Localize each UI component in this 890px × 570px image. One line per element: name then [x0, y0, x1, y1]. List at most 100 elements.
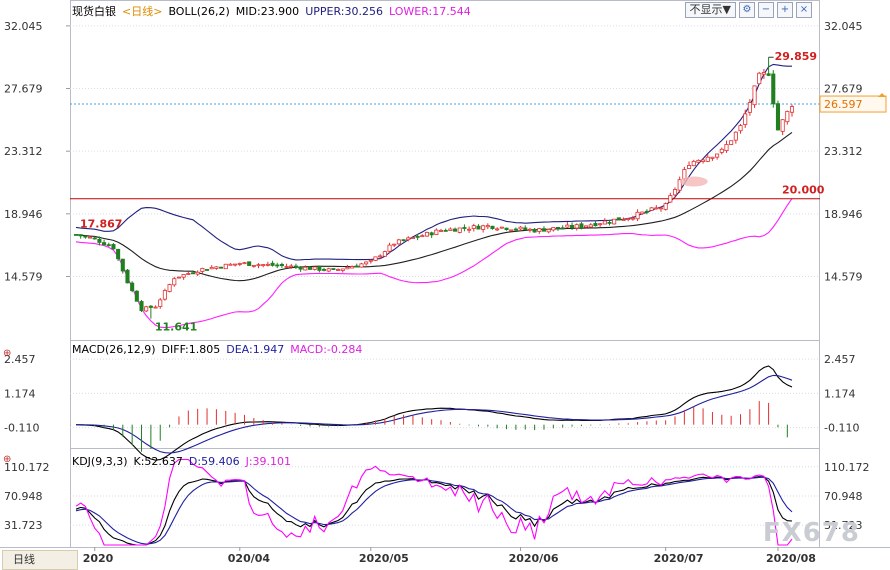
candle-body	[312, 266, 317, 270]
level-label: 20.000	[782, 184, 825, 197]
main-ytick-left: 18.946	[4, 208, 43, 221]
kdj-ytick-left: 70.948	[4, 490, 43, 503]
candle-body	[326, 268, 331, 272]
candle-body	[485, 225, 490, 228]
candle-body	[654, 207, 659, 210]
candle-body	[396, 239, 401, 245]
candle-body	[434, 229, 439, 235]
xtick-label: 2020	[83, 552, 114, 565]
start-label: 17.867	[80, 217, 122, 230]
boll-upper: UPPER:30.256	[305, 5, 383, 18]
main-ytick-right: 32.045	[824, 20, 863, 33]
macd-ytick-left: 2.457	[4, 353, 36, 366]
candle-body	[481, 225, 486, 230]
candle-body	[551, 227, 556, 231]
macd-dea: DEA:1.947	[226, 343, 285, 356]
xtick-label: 2020/08	[766, 552, 816, 565]
candle-body	[738, 125, 743, 132]
macd-ytick-left: 1.174	[4, 387, 36, 400]
candle-body	[448, 228, 453, 231]
candle-body	[527, 228, 532, 231]
candle-body	[359, 263, 364, 268]
kdj-ytick-right: 110.172	[824, 461, 870, 474]
main-ytick-right: 27.679	[824, 83, 863, 96]
candle-body	[209, 267, 214, 270]
candle-body	[378, 255, 383, 258]
candle-body	[593, 223, 598, 227]
candle-body	[761, 72, 766, 75]
candle-body	[443, 229, 448, 232]
candle-body	[677, 179, 682, 191]
main-ytick-left: 32.045	[4, 20, 43, 33]
candle-body	[167, 284, 172, 292]
settings-icon[interactable]: ⚙	[739, 2, 755, 18]
candle-body	[83, 235, 88, 238]
candle-body	[73, 234, 79, 236]
candle-body	[672, 189, 678, 196]
xtick-label: 2020/06	[509, 552, 559, 565]
candle-body	[354, 265, 359, 268]
kdj-k: K:52.637	[133, 455, 183, 468]
candle-body	[382, 251, 387, 257]
candle-body	[668, 195, 673, 203]
period-tab[interactable]: 日线	[2, 550, 78, 570]
xtick-label: 020/04	[228, 552, 271, 565]
macd-settings-icon: ⊕	[3, 348, 11, 359]
candle-body	[626, 218, 631, 220]
close-icon[interactable]: ×	[796, 2, 812, 18]
candle-body	[158, 299, 163, 307]
candle-body	[293, 265, 298, 268]
candle-body	[743, 113, 748, 125]
macd-ytick-left: -0.110	[4, 422, 39, 435]
candle-body	[139, 301, 144, 312]
candle-body	[584, 225, 589, 228]
macd-dea-line	[76, 374, 793, 454]
alert-icon	[878, 93, 886, 98]
candle-body	[144, 306, 149, 312]
period-label[interactable]: <日线>	[122, 5, 163, 18]
kdj-ytick-right: 70.948	[824, 490, 863, 503]
candle-body	[307, 266, 313, 270]
candle-body	[242, 262, 247, 265]
instrument-name: 现货白银	[72, 5, 116, 18]
kdj-name: KDJ(9,3,3)	[72, 455, 128, 468]
boll-name: BOLL(26,2)	[168, 5, 230, 18]
candle-body	[279, 264, 284, 267]
candle-body	[775, 103, 780, 131]
macd-ytick-right: 1.174	[824, 387, 856, 400]
candle-body	[766, 73, 771, 76]
plus-icon[interactable]: +	[777, 2, 793, 18]
candle-body	[724, 144, 729, 151]
toolbar: 不显示▼ ⚙ − + ×	[684, 2, 812, 18]
candle-body	[555, 226, 561, 229]
candle-body	[560, 227, 565, 230]
candle-body	[429, 232, 434, 236]
candle-body	[649, 207, 654, 211]
candle-body	[134, 290, 139, 302]
candle-body	[228, 263, 233, 266]
high-label: 29.859	[775, 50, 817, 63]
main-ytick-left: 23.312	[4, 145, 43, 158]
candle-body	[658, 207, 664, 210]
kdj-k-line	[75, 476, 793, 546]
candle-body	[265, 263, 270, 266]
candle-body	[424, 231, 430, 237]
macd-header: MACD(26,12,9) DIFF:1.805 DEA:1.947 MACD:-0.…	[72, 343, 368, 356]
candle-body	[696, 159, 701, 163]
candle-body	[691, 160, 696, 167]
kdj-ytick-right: 31.723	[824, 519, 863, 532]
kdj-ytick-left: 31.723	[4, 519, 43, 532]
main-header: 现货白银 <日线> BOLL(26,2) MID:23.900 UPPER:30.256…	[72, 3, 477, 19]
boll-lower-line	[75, 198, 793, 329]
candle-body	[317, 266, 322, 271]
main-ytick-right: 14.579	[824, 270, 863, 283]
candle-body	[537, 228, 542, 232]
current-price-label: 26.597	[824, 98, 863, 111]
candle-body	[607, 222, 612, 224]
candle-body	[364, 261, 369, 265]
hide-dropdown[interactable]: 不显示▼	[684, 2, 736, 18]
minus-icon[interactable]: −	[758, 2, 774, 18]
macd-value: MACD:-0.284	[290, 343, 363, 356]
candle-body	[635, 211, 640, 220]
